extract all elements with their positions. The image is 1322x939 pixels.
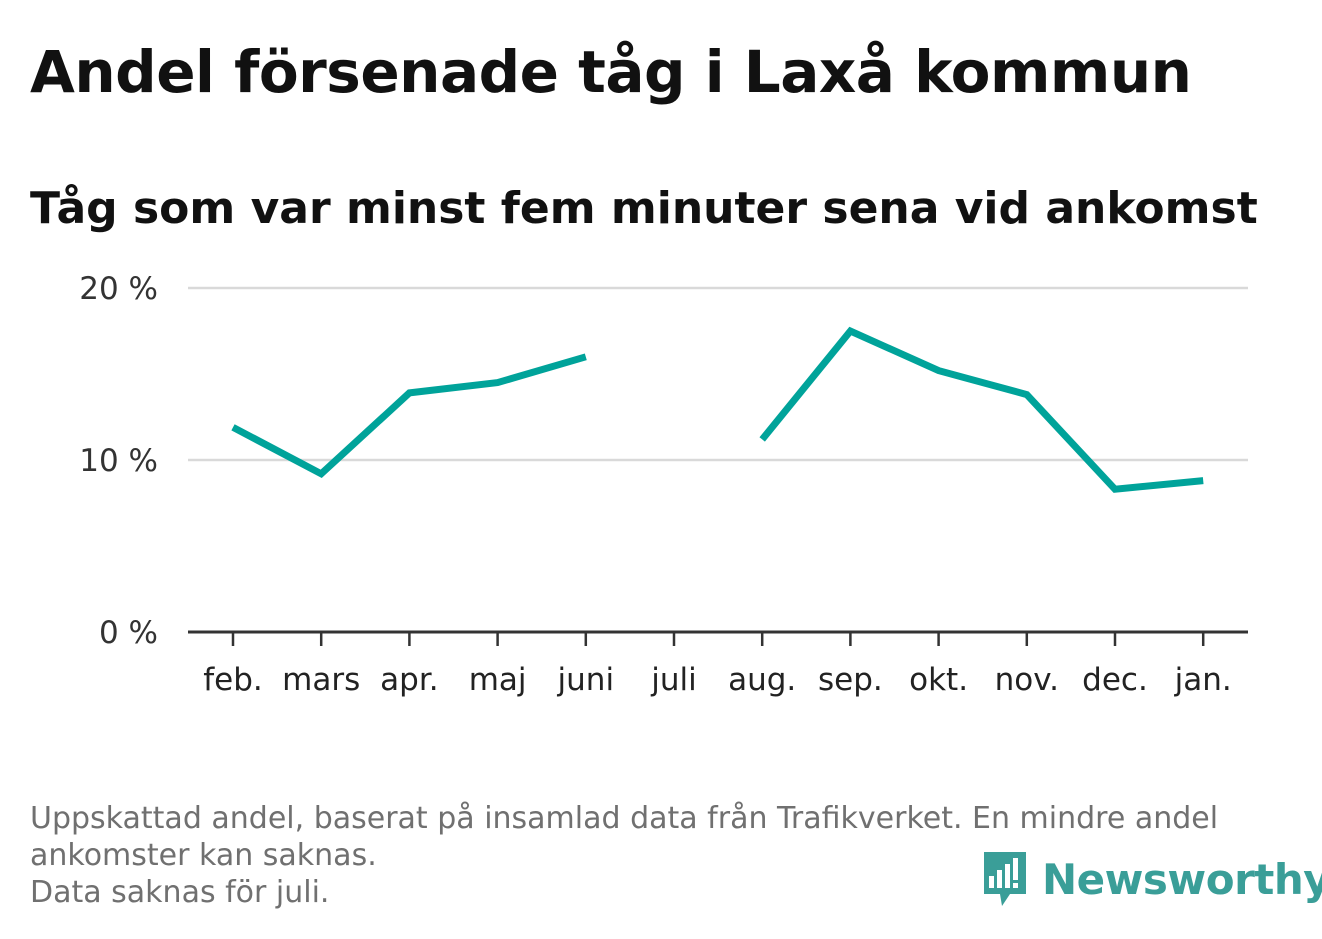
newsworthy-chart-bubble-icon	[984, 852, 1026, 906]
y-axis-ticks: 0 % 10 % 20 %	[79, 271, 158, 651]
x-tick-label: sep.	[818, 662, 883, 698]
x-tick-label: dec.	[1082, 662, 1148, 698]
footnote-line-2: ankomster kan saknas.	[30, 838, 377, 873]
series-line-segment	[231, 353, 587, 479]
footnote: Uppskattad andel, baserat på insamlad da…	[30, 800, 1290, 911]
series-line-segment	[759, 326, 1204, 493]
x-axis-ticks: feb. mars apr. maj juni juli aug. sep. okt. nov. d…	[203, 632, 1232, 698]
x-tick-label: maj	[469, 662, 527, 698]
series-lines	[231, 326, 1204, 493]
x-tick-label: nov.	[995, 662, 1059, 698]
footnote-line-3: Data saknas för juli.	[30, 875, 330, 910]
x-tick-label: aug.	[728, 662, 796, 698]
grid-lines	[188, 286, 1248, 462]
line-chart: 0 % 10 % 20 % feb. mars apr. maj juni juli aug. s…	[79, 271, 1248, 698]
footnote-line-1: Uppskattad andel, baserat på insamlad da…	[30, 801, 1219, 836]
y-tick-label: 10 %	[79, 443, 158, 479]
x-tick-label: juni	[557, 662, 615, 698]
newsworthy-logo: Newsworthy	[980, 848, 1322, 910]
x-tick-label: apr.	[380, 662, 438, 698]
x-tick-label: feb.	[203, 662, 263, 698]
x-tick-label: jan.	[1174, 662, 1232, 698]
y-tick-label: 0 %	[99, 615, 158, 651]
x-tick-label: mars	[282, 662, 360, 698]
y-tick-label: 20 %	[79, 271, 158, 307]
logo-text: Newsworthy	[1042, 854, 1322, 904]
chart-subtitle: Tåg som var minst fem minuter sena vid a…	[30, 183, 1258, 234]
x-tick-label: okt.	[909, 662, 968, 698]
chart-title: Andel försenade tåg i Laxå kommun	[30, 38, 1192, 106]
x-tick-label: juli	[650, 662, 697, 698]
